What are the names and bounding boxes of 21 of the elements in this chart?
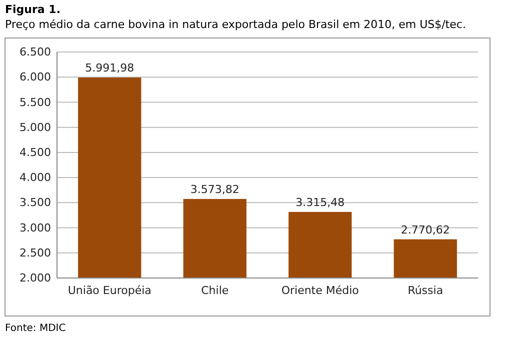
chart-subtitle: Preço médio da carne bovina in natura exportada pelo Brasil em 2010, em US$/tec. xyxy=(5,18,466,31)
y-tick-label: 5.000 xyxy=(20,120,51,134)
y-tick-label: 2.000 xyxy=(20,272,51,285)
y-tick-label: 3.000 xyxy=(20,221,51,234)
y-tick-label: 6.000 xyxy=(20,70,51,84)
data-label: 3.573,82 xyxy=(190,182,240,196)
source-note: Fonte: MDIC xyxy=(5,323,66,334)
y-tick-label: 6.500 xyxy=(20,46,51,59)
data-label: 5.991,98 xyxy=(85,62,134,75)
x-tick-label: Chile xyxy=(201,284,229,297)
data-label: 2.770,62 xyxy=(400,223,450,236)
x-tick-label: União Européia xyxy=(68,284,152,297)
y-tick-label: 3.500 xyxy=(20,196,51,210)
data-label: 3.315,48 xyxy=(296,196,345,209)
y-tick-label: 4.000 xyxy=(20,171,51,184)
y-tick-label: 5.500 xyxy=(20,96,51,109)
x-tick-label: Oriente Médio xyxy=(281,284,360,297)
chart-title: Figura 1. xyxy=(5,3,60,16)
x-tick-label: Rússia xyxy=(408,284,444,297)
y-tick-label: 2.500 xyxy=(20,246,51,260)
y-tick-label: 4.500 xyxy=(20,146,51,159)
